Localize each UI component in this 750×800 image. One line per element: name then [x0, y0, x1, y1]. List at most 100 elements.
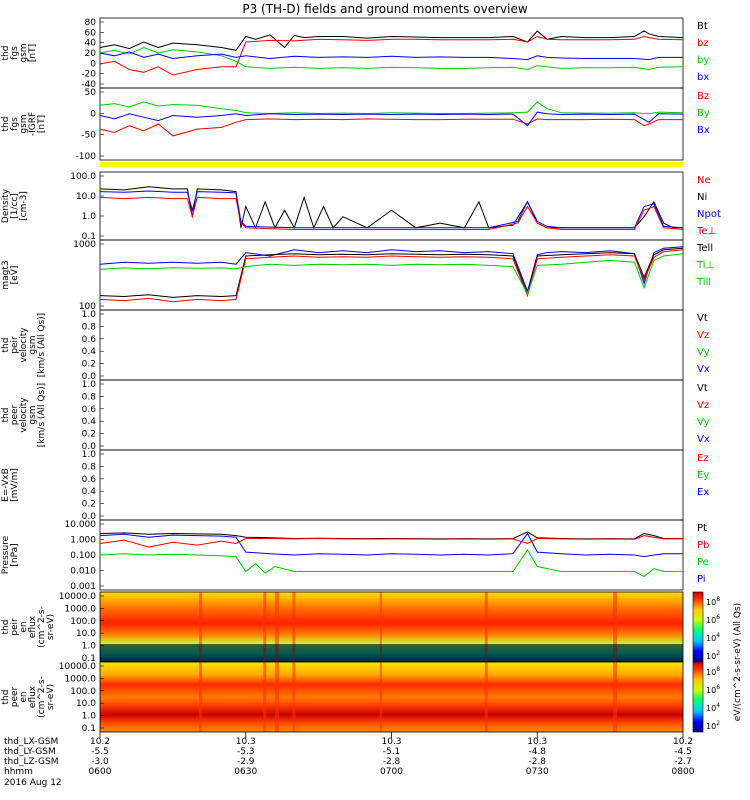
y-axis-label: thd [1, 408, 11, 423]
axis-row-name: hhmm [4, 767, 33, 777]
axis-row-value: 10.3 [381, 737, 401, 747]
y-axis-label: gsm [28, 405, 38, 424]
separator-bar [100, 162, 683, 167]
colorbar-tick-label: 108 [706, 596, 720, 607]
y-tick-label: 0.1 [82, 654, 96, 664]
colorbar-tick-label: 104 [706, 702, 720, 713]
axis-row-value: 10.3 [236, 737, 256, 747]
axis-row-value: 0800 [672, 767, 695, 777]
spectrogram-burst [199, 662, 203, 732]
series-line-bz [99, 35, 684, 76]
colorbar-tick-label: 104 [706, 632, 720, 643]
spectrogram-burst [292, 662, 296, 732]
legend-entry: Ti⊥ [696, 260, 714, 271]
panel-6: 1.0 0.8 0.6 0.4 0.2 0.0 thd peer velocity gsm [km/… [1, 379, 710, 452]
legend-entry: Vz [697, 330, 709, 341]
spectrogram-burst [484, 592, 488, 662]
series-line-bx [99, 51, 683, 61]
panel-frame [99, 17, 684, 89]
y-tick-label: 10.0 [76, 192, 96, 202]
axis-row-value: -2.8 [383, 757, 401, 767]
spectrogram-burst [292, 592, 296, 662]
panel-frame [99, 309, 684, 381]
axis-row-value: 0630 [234, 767, 257, 777]
y-axis-label: thd [1, 690, 11, 705]
colorbar [692, 661, 704, 733]
spectrogram-burst [274, 662, 279, 732]
legend-entry: Vt [697, 313, 708, 324]
axis-row-name: thd_LX-GSM [4, 737, 58, 747]
y-tick-label: 1.0 [82, 712, 97, 722]
y-axis-label: magt3 [1, 260, 11, 289]
legend-entry: bz [697, 38, 709, 49]
y-tick-label: 10.0 [76, 629, 96, 639]
spectrogram-fill [100, 662, 683, 732]
legend-entry: Vx [697, 434, 710, 445]
y-axis-label: gsm [28, 335, 38, 354]
y-axis-label: [nT] [37, 115, 47, 133]
y-axis-label: Density [1, 188, 11, 223]
spectrogram-burst [613, 662, 618, 732]
legend-entry: Bx [697, 125, 710, 136]
legend-entry: Ni [697, 192, 707, 203]
series-line-till [99, 253, 684, 296]
series-line-bt [99, 30, 684, 51]
legend-entry: Pb [697, 540, 709, 551]
y-axis-label: peer [10, 686, 20, 707]
y-axis-label: thd [1, 338, 11, 353]
y-tick-label: 10.0 [76, 699, 96, 709]
axis-row-value: -4.8 [528, 747, 546, 757]
series-line-bz [99, 118, 683, 137]
y-tick-label: 1.0 [82, 212, 97, 222]
y-axis-label: en [19, 691, 29, 702]
axis-row-value: 0730 [526, 767, 549, 777]
panel-frame [99, 379, 684, 451]
series-line-npot [99, 190, 684, 229]
y-axis-label: [nPa] [10, 543, 20, 566]
y-axis-label: sr-eV) [46, 684, 56, 710]
y-axis-label: peir [10, 336, 20, 354]
series-line-ti [99, 246, 684, 293]
y-axis-label: (cm^2-s- [37, 676, 47, 718]
panel-3: 100.0 10.0 1.0 0.1 Density [1/cc] [cm-3] Ne Ni Np… [1, 171, 721, 242]
series-line-pe [99, 549, 683, 578]
y-axis-label: -IGRF [28, 112, 38, 136]
y-tick-label: 100.0 [70, 172, 96, 182]
y-tick-label: 0.0 [82, 372, 97, 382]
legend-entry: Pt [697, 523, 707, 534]
axis-row-name: thd_LZ-GSM [4, 757, 59, 767]
axis-row-value: -2.8 [528, 757, 546, 767]
colorbar-tick-label: 106 [706, 684, 720, 695]
y-tick-label: 20 [85, 49, 97, 59]
y-axis-label: thd [1, 117, 11, 132]
legend-entry: Vx [697, 364, 710, 375]
panel-2: 50 0 -50 -100 thd fgs gsm -IGRF [nT] Bz By Bx [1, 87, 710, 162]
y-axis-label: [km/s (All Qs)] [37, 383, 47, 447]
series-line-by [99, 46, 684, 71]
series-line-pb [99, 535, 683, 548]
axis-row-value: -5.1 [383, 747, 401, 757]
y-axis-label: [nT] [28, 44, 38, 62]
legend-entry: Te⊥ [696, 226, 716, 237]
series-line-by [99, 101, 684, 115]
y-tick-label: 1000.0 [65, 674, 97, 684]
axis-row-value: 10.3 [527, 737, 547, 747]
y-tick-label: 0.100 [70, 551, 96, 561]
y-tick-label: 1.000 [70, 536, 96, 546]
y-tick-label: -40 [81, 80, 96, 90]
axis-row-value: 0700 [380, 767, 403, 777]
y-tick-label: 10.000 [65, 520, 97, 530]
y-axis-label: thd [1, 620, 11, 635]
legend-entry: Tell [696, 243, 713, 254]
figure-title: P3 (TH-D) fields and ground moments over… [242, 2, 527, 16]
y-tick-label: 0.2 [82, 430, 96, 440]
legend-entry: Ez [697, 453, 709, 464]
y-axis-label: eflux [28, 615, 38, 638]
y-tick-label: 100.0 [70, 687, 96, 697]
y-tick-label: 0.2 [82, 360, 96, 370]
time-axis: thd_LX-GSM 10.2 10.3 10.3 10.3 10.2 thd_LY-GSM… [4, 603, 743, 788]
y-tick-label: -50 [81, 131, 96, 141]
y-tick-label: 1.0 [82, 450, 97, 460]
